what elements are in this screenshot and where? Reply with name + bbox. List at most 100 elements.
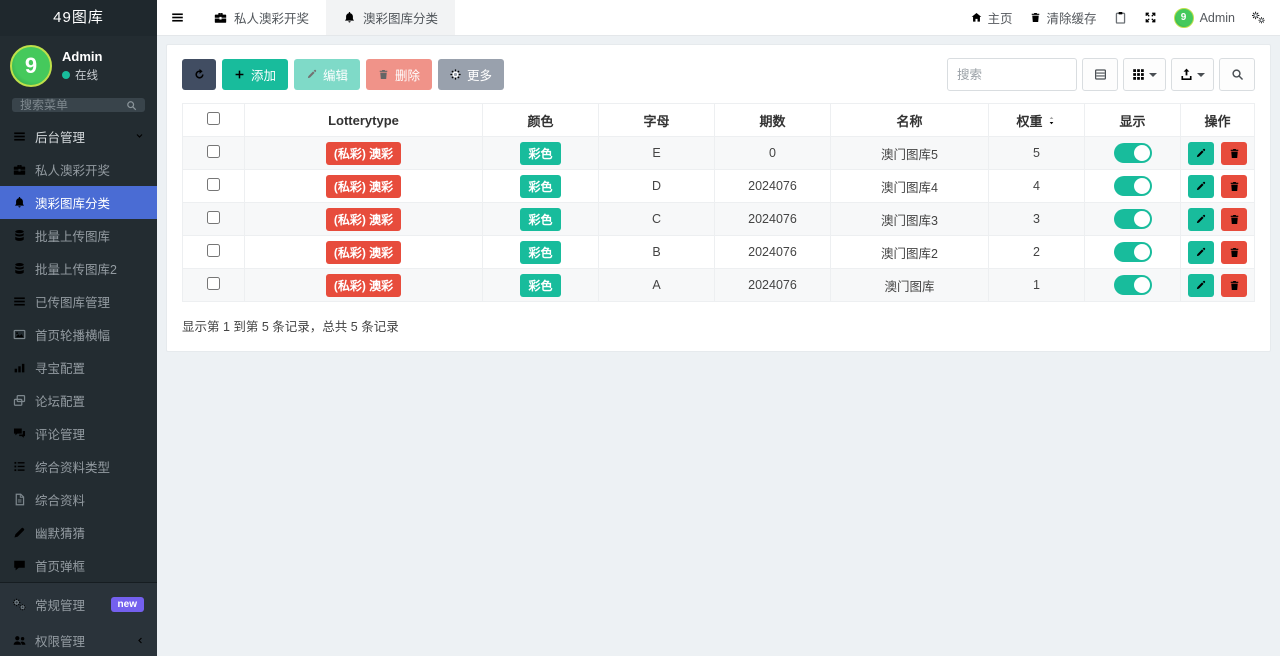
period-cell: 2024076 <box>714 169 831 203</box>
sidebar-item-forum-config[interactable]: 论坛配置 <box>0 384 157 417</box>
more-button[interactable]: 更多 <box>438 59 505 90</box>
trash-icon <box>1229 247 1240 258</box>
table-header-row: Lotterytype 颜色 字母 期数 名称 权重 显示 操作 <box>182 103 1255 137</box>
table-row: (私彩) 澳彩 彩色 C 2024076 澳门图库3 3 <box>182 202 1255 236</box>
row-edit-button[interactable] <box>1187 141 1214 165</box>
toolbar-right <box>947 58 1255 91</box>
sidebar-item-humor-guess[interactable]: 幽默猜猜 <box>0 516 157 549</box>
edit-button[interactable]: 编辑 <box>294 59 361 90</box>
add-button[interactable]: 添加 <box>222 59 289 90</box>
sort-icon <box>1046 115 1057 126</box>
tab-private-lottery[interactable]: 私人澳彩开奖 <box>197 0 326 35</box>
select-all-checkbox[interactable] <box>207 112 220 125</box>
column-letter[interactable]: 字母 <box>598 103 715 137</box>
sidebar-item-batch-upload2[interactable]: 批量上传图库2 <box>0 252 157 285</box>
sidebar-item-permission-manage[interactable]: 权限管理 <box>0 622 157 656</box>
sidebar-item-material[interactable]: 综合资料 <box>0 483 157 516</box>
fullscreen-button[interactable] <box>1144 11 1157 24</box>
table-card: 添加 编辑 删除 更多 <box>166 44 1271 352</box>
table-row: (私彩) 澳彩 彩色 A 2024076 澳门图库 1 <box>182 268 1255 302</box>
sidebar-item-treasure-config[interactable]: 寻宝配置 <box>0 351 157 384</box>
column-name[interactable]: 名称 <box>830 103 989 137</box>
trash-icon <box>378 69 389 80</box>
sidebar-toggle-button[interactable] <box>157 0 197 35</box>
sidebar-item-material-type[interactable]: 综合资料类型 <box>0 450 157 483</box>
row-delete-button[interactable] <box>1221 273 1248 297</box>
clipboard-button[interactable] <box>1114 11 1127 24</box>
sidebar-item-uploaded-manage[interactable]: 已传图库管理 <box>0 285 157 318</box>
weight-cell: 4 <box>988 169 1085 203</box>
color-badge: 彩色 <box>520 240 561 264</box>
row-checkbox[interactable] <box>207 211 220 224</box>
delete-button[interactable]: 删除 <box>366 59 433 90</box>
column-color[interactable]: 颜色 <box>482 103 599 137</box>
sidebar-item-private-lottery[interactable]: 私人澳彩开奖 <box>0 153 157 186</box>
cogs-icon <box>1252 11 1265 24</box>
sidebar-search-input[interactable] <box>20 98 126 112</box>
letter-cell: A <box>598 268 715 302</box>
briefcase-icon <box>13 163 26 176</box>
sidebar-item-gallery-category[interactable]: 澳彩图库分类 <box>0 186 157 219</box>
content-area: 添加 编辑 删除 更多 <box>157 36 1280 656</box>
sidebar-search <box>12 98 145 112</box>
visibility-toggle[interactable] <box>1113 275 1152 295</box>
list-ol-icon <box>13 460 26 473</box>
caret-down-icon <box>1149 72 1157 77</box>
settings-button[interactable] <box>1252 11 1265 24</box>
row-edit-button[interactable] <box>1187 207 1214 231</box>
new-badge: new <box>110 596 144 612</box>
column-lotterytype[interactable]: Lotterytype <box>244 103 483 137</box>
expand-icon <box>1144 11 1157 24</box>
lotterytype-badge: (私彩) 澳彩 <box>325 240 402 264</box>
sidebar-item-home-banner[interactable]: 首页轮播横幅 <box>0 318 157 351</box>
topbar-right: 主页 清除缓存 9 Admin <box>971 0 1280 35</box>
row-delete-button[interactable] <box>1221 141 1248 165</box>
visibility-toggle[interactable] <box>1113 242 1152 262</box>
bell-icon <box>343 11 356 24</box>
column-weight[interactable]: 权重 <box>988 103 1085 137</box>
row-checkbox[interactable] <box>207 277 220 290</box>
user-menu[interactable]: 9 Admin <box>1173 7 1235 28</box>
tab-gallery-category[interactable]: 澳彩图库分类 <box>326 0 456 35</box>
comment-icon <box>13 559 26 572</box>
visibility-toggle[interactable] <box>1113 176 1152 196</box>
refresh-button[interactable] <box>182 59 216 90</box>
table-row: (私彩) 澳彩 彩色 D 2024076 澳门图库4 4 <box>182 169 1255 203</box>
trash-icon <box>1229 148 1240 159</box>
columns-button[interactable] <box>1123 58 1166 91</box>
trash-icon <box>1030 12 1041 23</box>
row-delete-button[interactable] <box>1221 240 1248 264</box>
database-icon <box>13 229 26 242</box>
column-period[interactable]: 期数 <box>714 103 831 137</box>
row-edit-button[interactable] <box>1187 240 1214 264</box>
row-checkbox[interactable] <box>207 178 220 191</box>
period-cell: 2024076 <box>714 202 831 236</box>
name-cell: 澳门图库 <box>830 268 989 302</box>
database-icon <box>13 262 26 275</box>
search-button[interactable] <box>1219 58 1255 91</box>
sidebar-item-backstage[interactable]: 后台管理 <box>0 120 157 153</box>
row-checkbox[interactable] <box>207 145 220 158</box>
row-delete-button[interactable] <box>1221 174 1248 198</box>
clear-cache-link[interactable]: 清除缓存 <box>1030 8 1097 27</box>
export-button[interactable] <box>1171 58 1214 91</box>
letter-cell: B <box>598 235 715 269</box>
row-delete-button[interactable] <box>1221 207 1248 231</box>
visibility-toggle[interactable] <box>1113 143 1152 163</box>
home-link[interactable]: 主页 <box>971 8 1013 27</box>
card-view-button[interactable] <box>1082 58 1118 91</box>
column-show[interactable]: 显示 <box>1084 103 1181 137</box>
list-icon <box>13 130 26 143</box>
visibility-toggle[interactable] <box>1113 209 1152 229</box>
row-checkbox[interactable] <box>207 244 220 257</box>
row-edit-button[interactable] <box>1187 273 1214 297</box>
sidebar-item-general-manage[interactable]: 常规管理 new <box>0 586 157 622</box>
sidebar-item-home-popup[interactable]: 首页弹框 <box>0 549 157 582</box>
sidebar-item-comment-manage[interactable]: 评论管理 <box>0 417 157 450</box>
table-search-input[interactable] <box>947 58 1077 91</box>
users-icon <box>13 634 26 647</box>
user-status: 在线 <box>62 67 102 83</box>
sidebar-item-batch-upload[interactable]: 批量上传图库 <box>0 219 157 252</box>
row-edit-button[interactable] <box>1187 174 1214 198</box>
